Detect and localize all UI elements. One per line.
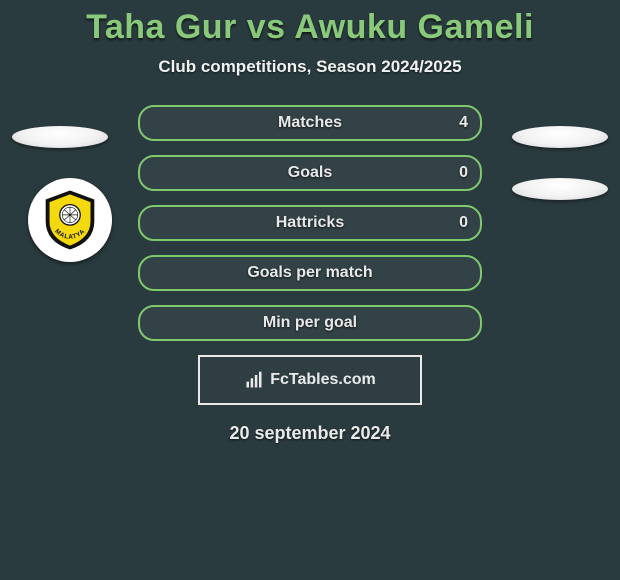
player-left-shadow-1 [12,126,108,148]
stat-right: 0 [459,207,468,239]
stat-right: 4 [459,107,468,139]
club-crest-left: MALATYA [28,178,112,262]
stat-row-matches: Matches 4 [138,105,482,141]
stat-row-goals-per-match: Goals per match [138,255,482,291]
player-right-shadow-2 [512,178,608,200]
stat-label: Hattricks [140,207,480,239]
source-badge[interactable]: FcTables.com [198,355,422,405]
malatya-crest-icon: MALATYA [38,188,102,252]
page-title: Taha Gur vs Awuku Gameli [0,0,620,47]
stat-label: Matches [140,107,480,139]
stat-row-hattricks: Hattricks 0 [138,205,482,241]
stat-row-min-per-goal: Min per goal [138,305,482,341]
stat-right: 0 [459,157,468,189]
stat-label: Min per goal [140,307,480,339]
player-right-shadow-1 [512,126,608,148]
comparison-card: Taha Gur vs Awuku Gameli Club competitio… [0,0,620,580]
date-text: 20 september 2024 [0,423,620,444]
bar-chart-icon [244,370,264,390]
source-badge-text: FcTables.com [270,371,376,389]
stat-label: Goals per match [140,257,480,289]
stat-label: Goals [140,157,480,189]
stat-row-goals: Goals 0 [138,155,482,191]
page-subtitle: Club competitions, Season 2024/2025 [0,57,620,77]
